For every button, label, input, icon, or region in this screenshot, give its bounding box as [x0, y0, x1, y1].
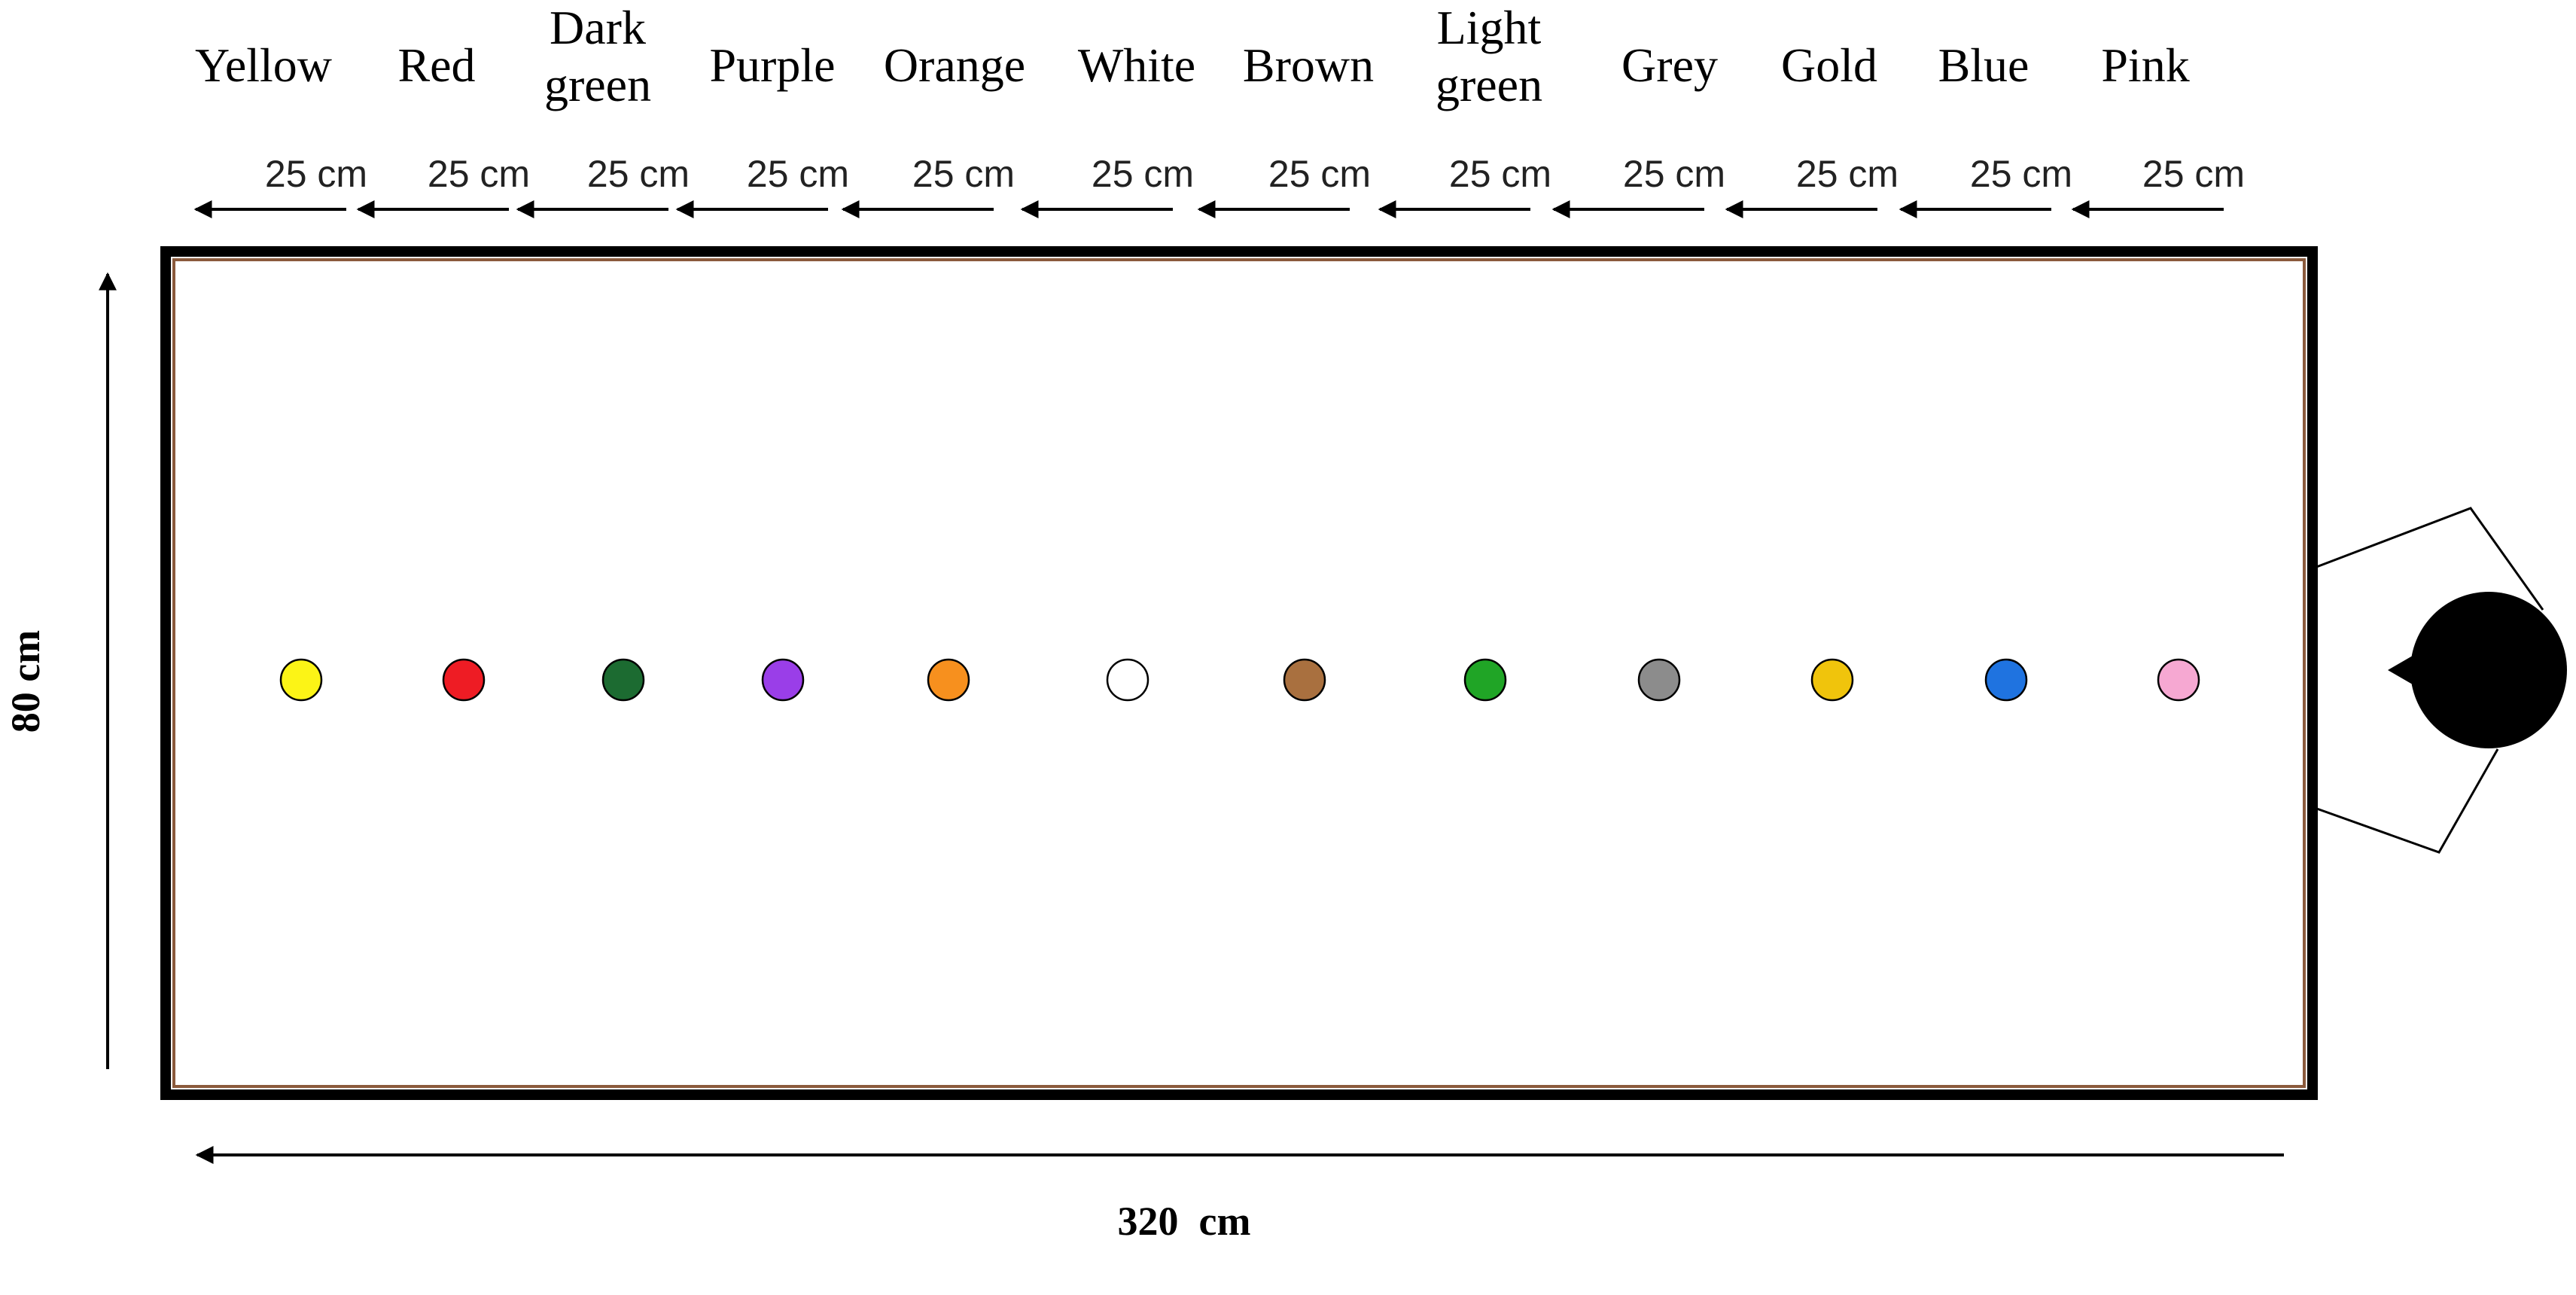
- ball-label-line: Dark: [550, 1, 646, 54]
- ball: [1810, 658, 1854, 702]
- observer-nose-icon: [2388, 654, 2416, 687]
- ball-label: Orange: [884, 38, 1025, 92]
- ball: [761, 658, 805, 702]
- spacing-label: 25 cm: [1268, 153, 1371, 195]
- ball-label: Pink: [2101, 38, 2189, 92]
- ball-label: Blue: [1938, 38, 2029, 92]
- table-inner-border: [172, 258, 2306, 1088]
- ball: [1463, 658, 1507, 702]
- width-dimension-label: 80 cm: [3, 630, 48, 733]
- observer-view-cone: [2312, 507, 2544, 611]
- ball: [1637, 658, 1681, 702]
- ball: [2157, 658, 2200, 702]
- ball-label-line: green: [544, 58, 651, 111]
- ball: [927, 658, 970, 702]
- observer: [2312, 507, 2567, 854]
- ball-label: Gold: [1781, 38, 1877, 92]
- balls: [279, 658, 2200, 702]
- spacing-label: 25 cm: [428, 153, 530, 195]
- ball-label: Yellow: [195, 38, 332, 92]
- ball: [601, 658, 645, 702]
- observer-head-icon: [2410, 592, 2567, 748]
- spacing-label: 25 cm: [912, 153, 1015, 195]
- spacing-arrows: 25 cm 25 cm 25 cm 25 cm 25 cm 25 cm 25 cm 25 cm…: [193, 153, 2245, 218]
- table-outline: [160, 246, 2318, 1100]
- spacing-label: 25 cm: [1623, 153, 1725, 195]
- ball-label: Grey: [1621, 38, 1718, 92]
- spacing-label: 25 cm: [1970, 153, 2072, 195]
- ball-label: White: [1078, 38, 1195, 92]
- spacing-label: 25 cm: [1092, 153, 1194, 195]
- length-dimension-label: 320 cm: [1118, 1199, 1251, 1244]
- spacing-label: 25 cm: [1796, 153, 1899, 195]
- ball: [1283, 658, 1326, 702]
- spacing-label: 25 cm: [1449, 153, 1551, 195]
- ball-label: Red: [397, 38, 475, 92]
- spacing-label: 25 cm: [747, 153, 849, 195]
- ball: [1984, 658, 2028, 702]
- ball-label: Light green: [1436, 1, 1542, 111]
- spacing-label: 25 cm: [587, 153, 690, 195]
- ball-label: Dark green: [544, 1, 651, 111]
- ball: [1106, 658, 1149, 702]
- ball-label: Brown: [1243, 38, 1374, 92]
- ball: [442, 658, 486, 702]
- spacing-label: 25 cm: [2142, 153, 2245, 195]
- observer-view-cone: [2312, 748, 2499, 854]
- ball-label-line: Light: [1437, 1, 1542, 54]
- ball: [279, 658, 323, 702]
- ball-label: Purple: [709, 38, 835, 92]
- ball-label-line: green: [1436, 58, 1542, 111]
- spacing-label: 25 cm: [265, 153, 367, 195]
